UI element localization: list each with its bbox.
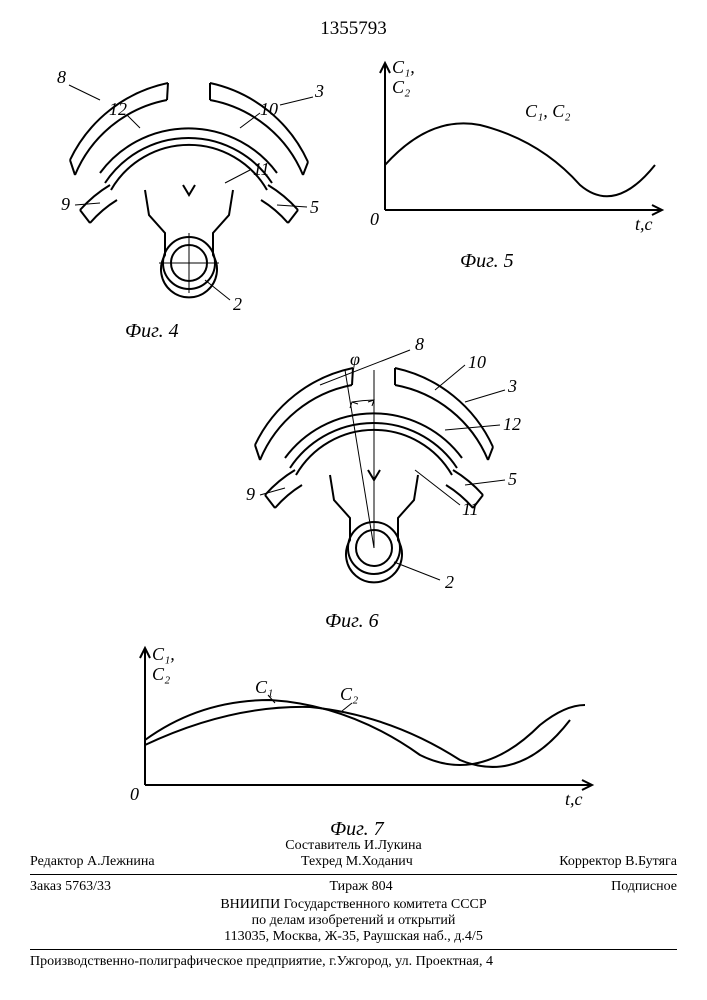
corrector-name: В.Бутяга — [625, 854, 677, 869]
fig7-origin: 0 — [130, 784, 139, 804]
fig6-label-12: 12 — [503, 414, 521, 434]
fig6-label-11: 11 — [462, 499, 479, 519]
compiler-label: Составитель — [285, 838, 360, 853]
fig4-label-10: 10 — [260, 99, 278, 119]
fig6-label-5: 5 — [508, 469, 517, 489]
fig4-label-11: 11 — [253, 159, 270, 179]
fig6-label-10: 10 — [468, 352, 486, 372]
tirazh-label: Тираж — [329, 879, 368, 894]
fig4-label-3: 3 — [314, 81, 324, 101]
fig6-label-3: 3 — [507, 376, 517, 396]
footer: Составитель И.Лукина Редактор А.Лежнина … — [30, 838, 677, 970]
techred-label: Техред — [301, 854, 342, 869]
fig4-label-2: 2 — [233, 294, 242, 314]
fig5-svg: C₁, C₂ 0 t,c C₁, C₂ — [360, 55, 670, 245]
fig7-xlabel: t,c — [565, 789, 583, 809]
fig4-caption: Фиг. 4 — [125, 320, 179, 343]
fig7-ytop: C₁, — [152, 645, 175, 664]
footer-divider-2 — [30, 949, 677, 950]
order-label: Заказ — [30, 879, 62, 894]
fig6-caption: Фиг. 6 — [325, 610, 379, 633]
fig4-label-5: 5 — [310, 197, 319, 217]
compiler-name: И.Лукина — [364, 838, 422, 853]
fig5-ytop: C₁, — [392, 57, 415, 77]
corrector-label: Корректор — [559, 854, 621, 869]
fig6-label-2: 2 — [445, 572, 454, 592]
org-line1: ВНИИПИ Государственного комитета СССР — [30, 897, 677, 913]
fig6-label-9: 9 — [246, 484, 255, 504]
subscription: Подписное — [611, 879, 677, 895]
editor-name: А.Лежнина — [87, 854, 155, 869]
fig7-c2: C₂ — [340, 684, 358, 704]
org-line2: по делам изобретений и открытий — [30, 913, 677, 929]
fig4-label-9: 9 — [61, 194, 70, 214]
techred-name: М.Ходанич — [346, 854, 413, 869]
fig7-c1: C₁ — [255, 677, 273, 697]
fig6-phi: φ — [350, 349, 360, 369]
prod-line: Производственно-полиграфическое предприя… — [30, 954, 677, 970]
fig5-xlabel: t,c — [635, 214, 653, 234]
org-line3: 113035, Москва, Ж-35, Раушская наб., д.4… — [30, 929, 677, 945]
fig5-origin: 0 — [370, 209, 379, 229]
patent-number: 1355793 — [320, 18, 387, 40]
fig7-svg: C₁, C₂ 0 t,c C₁ C₂ — [120, 645, 600, 815]
fig7-ybot: C₂ — [152, 664, 170, 684]
page-root: 1355793 — [0, 0, 707, 1000]
fig6-svg: φ 8 10 3 12 5 11 9 2 — [210, 330, 540, 610]
fig5-ybot: C₂ — [392, 77, 410, 97]
fig4-svg: 8 3 12 10 9 11 5 2 — [45, 55, 335, 315]
footer-divider-1 — [30, 874, 677, 875]
order-number: 5763/33 — [65, 879, 111, 894]
fig5-caption: Фиг. 5 — [460, 250, 514, 273]
fig4-label-8: 8 — [57, 67, 66, 87]
fig4-label-12: 12 — [109, 99, 127, 119]
tirazh-value: 804 — [372, 879, 393, 894]
editor-label: Редактор — [30, 854, 84, 869]
fig6-label-8: 8 — [415, 334, 424, 354]
fig5-curve-label: C₁, C₂ — [525, 101, 571, 121]
